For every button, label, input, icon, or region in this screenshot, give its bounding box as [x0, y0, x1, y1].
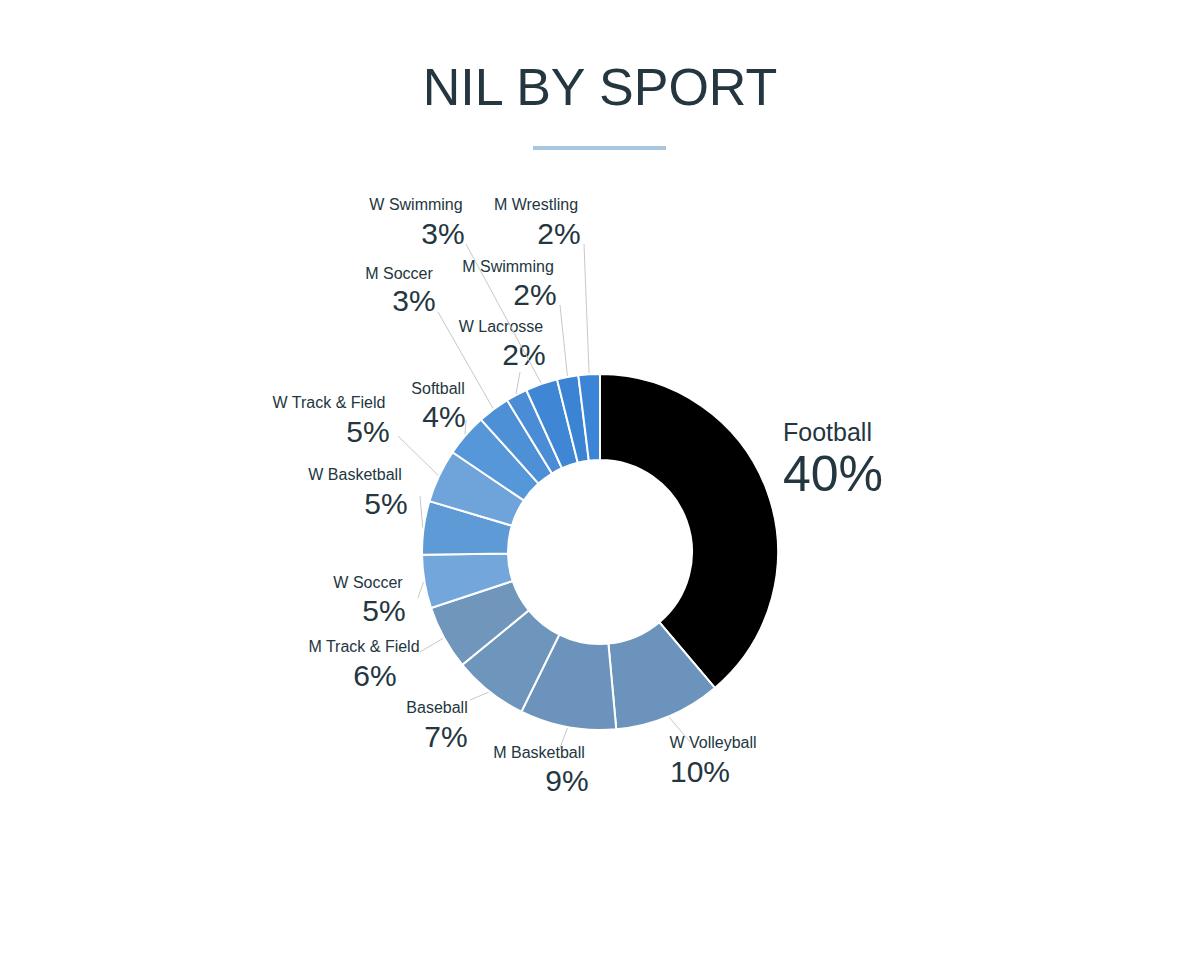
- svg-text:M Soccer: M Soccer: [365, 265, 433, 282]
- svg-text:10%: 10%: [670, 755, 730, 788]
- svg-text:5%: 5%: [364, 487, 407, 520]
- svg-text:W Soccer: W Soccer: [333, 574, 403, 591]
- html-text:NIL BY SPORT: NIL BY SPORT: [422, 58, 778, 116]
- svg-text:6%: 6%: [353, 659, 396, 692]
- svg-text:Baseball: Baseball: [406, 699, 467, 716]
- svg-text:7%: 7%: [424, 720, 467, 753]
- svg-text:2%: 2%: [513, 278, 556, 311]
- svg-text:2%: 2%: [537, 217, 580, 250]
- svg-text:W Track & Field: W Track & Field: [273, 394, 386, 411]
- svg-text:5%: 5%: [346, 415, 389, 448]
- svg-text:Softball: Softball: [411, 380, 464, 397]
- svg-text:M Wrestling: M Wrestling: [494, 196, 578, 213]
- svg-text:M Track & Field: M Track & Field: [308, 638, 419, 655]
- svg-text:5%: 5%: [362, 594, 405, 627]
- svg-text:M Basketball: M Basketball: [493, 744, 585, 761]
- svg-text:9%: 9%: [545, 764, 588, 797]
- svg-text:M Swimming: M Swimming: [462, 258, 554, 275]
- svg-text:4%: 4%: [422, 400, 465, 433]
- svg-text:3%: 3%: [392, 284, 435, 317]
- svg-text:2%: 2%: [502, 338, 545, 371]
- svg-text:W Volleyball: W Volleyball: [669, 734, 756, 751]
- svg-text:Football: Football: [783, 418, 872, 446]
- svg-text:W Swimming: W Swimming: [369, 196, 462, 213]
- svg-text:3%: 3%: [421, 217, 464, 250]
- svg-text:40%: 40%: [783, 446, 883, 502]
- svg-text:W Lacrosse: W Lacrosse: [459, 318, 544, 335]
- svg-text:W Basketball: W Basketball: [308, 466, 401, 483]
